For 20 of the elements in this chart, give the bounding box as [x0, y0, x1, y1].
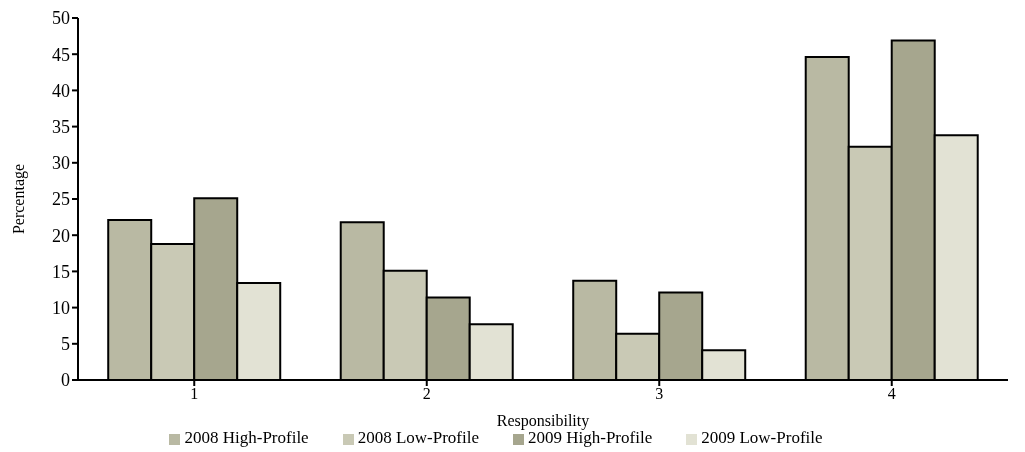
- y-tick-label: 5: [61, 334, 70, 355]
- y-tick-label: 45: [52, 44, 70, 65]
- y-tick-label: 35: [52, 116, 70, 137]
- y-tick-label: 10: [52, 297, 70, 318]
- y-tick-label: 15: [52, 261, 70, 282]
- x-tick-label: 1: [190, 385, 199, 403]
- y-tick-label: 0: [61, 370, 70, 391]
- legend-label: 2008 Low-Profile: [357, 428, 479, 447]
- x-axis-title: Responsibility: [496, 412, 590, 430]
- legend-label: 2009 Low-Profile: [701, 428, 823, 447]
- y-tick-label: 40: [52, 80, 70, 101]
- y-tick-label: 25: [52, 189, 70, 210]
- y-tick-label: 50: [52, 8, 70, 29]
- legend-label: 2008 High-Profile: [184, 428, 309, 447]
- y-tick-label: 30: [52, 153, 70, 174]
- x-tick-label: 3: [655, 385, 664, 403]
- x-tick-label: 4: [887, 385, 896, 403]
- y-axis-title: Percentage: [9, 163, 28, 235]
- x-tick-label: 2: [422, 385, 431, 403]
- y-tick-label: 20: [52, 225, 70, 246]
